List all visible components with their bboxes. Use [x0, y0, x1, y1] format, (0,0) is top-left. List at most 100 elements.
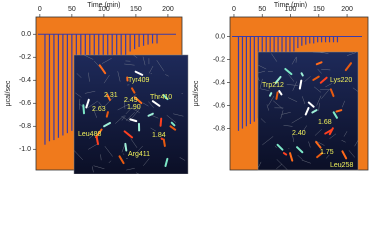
protein-wire — [257, 70, 266, 74]
protein-wire — [316, 95, 322, 106]
protein-wire — [266, 104, 269, 111]
x-tick-label: 200 — [162, 6, 174, 13]
x-tick-label: 200 — [341, 6, 353, 13]
injection-peak — [138, 34, 140, 47]
protein-wire — [148, 101, 155, 108]
ligand-stick — [151, 100, 161, 107]
ligand-stick — [170, 121, 176, 127]
ligand-stick — [307, 101, 315, 108]
protein-wire — [292, 81, 298, 91]
protein-wire — [104, 146, 113, 157]
injection-peak — [332, 36, 335, 43]
y-tick-label: 0.0 — [215, 33, 225, 40]
figure: 0 50 100 150 200 0.0 -0.2 -0.4 -0.6 -0.8 -1.0 Time … — [5, 2, 369, 174]
protein-wire — [313, 86, 322, 93]
ligand-stick — [274, 75, 282, 84]
protein-wire — [135, 145, 143, 155]
structure-label: 1.90 — [127, 104, 141, 111]
injection-peak — [317, 36, 319, 43]
y-tick-label: -1.0 — [19, 146, 31, 153]
injection-peak — [57, 34, 60, 138]
injection-peak — [328, 36, 331, 43]
ligand-stick — [105, 111, 109, 118]
protein-wire — [115, 115, 125, 124]
x-tick-label: 100 — [98, 6, 110, 13]
ligand-stick — [311, 109, 318, 114]
injection-peak — [321, 36, 323, 43]
ligand-stick — [328, 127, 334, 136]
protein-wire — [75, 92, 82, 98]
protein-wire — [281, 111, 291, 115]
ligand-stick — [316, 152, 324, 159]
injection-peak — [324, 36, 327, 43]
injection-peak — [289, 36, 291, 57]
protein-wire — [297, 154, 303, 160]
injection-peak — [297, 36, 299, 49]
protein-wire — [88, 143, 98, 150]
ligand-stick — [278, 90, 283, 96]
injection-peak — [313, 36, 315, 44]
protein-wire — [318, 102, 320, 111]
structure-label: 2.31 — [104, 92, 118, 99]
y-tick-label: -0.2 — [213, 56, 225, 63]
protein-wire — [125, 157, 129, 160]
protein-wire — [288, 97, 298, 103]
protein-wire — [308, 141, 311, 148]
protein-wire — [258, 64, 267, 70]
protein-wire — [91, 166, 94, 173]
protein-wire — [156, 60, 165, 72]
y-axis-label: μcal/sec — [5, 80, 12, 106]
protein-wire — [122, 153, 125, 155]
injection-peak — [156, 34, 158, 44]
structure-label: 2.40 — [292, 130, 306, 137]
injection-peak — [116, 34, 118, 66]
protein-wire — [83, 54, 94, 60]
protein-wire — [100, 154, 102, 161]
protein-wire — [325, 83, 333, 88]
x-tick-label: 0 — [38, 6, 42, 13]
protein-wire — [125, 111, 135, 122]
protein-wire — [340, 161, 347, 169]
ligand-stick — [300, 72, 304, 77]
protein-wire — [271, 53, 278, 62]
injection-peak — [66, 34, 68, 134]
protein-wire — [300, 125, 307, 135]
protein-wire — [124, 63, 135, 66]
ligand-stick — [329, 88, 335, 98]
protein-wire — [173, 113, 184, 117]
protein-wire — [257, 77, 260, 82]
structure-inset: Trp212 Lys220 2.40 1.68 1.75 Leu258 — [257, 51, 359, 171]
protein-wire — [93, 165, 105, 170]
protein-wire — [291, 57, 297, 65]
protein-wire — [84, 90, 96, 94]
ligand-stick — [95, 135, 100, 146]
protein-wire — [166, 115, 177, 123]
protein-wire — [98, 101, 103, 108]
ligand-stick — [298, 79, 303, 90]
ligand-stick — [315, 61, 323, 66]
structure-inset: Tyr409 Thr410 2.31 2.491.90 2.63 1.84 Leu488 Ar… — [73, 54, 189, 174]
injection-peak — [134, 34, 136, 50]
protein-wire — [78, 98, 81, 110]
ligand-stick — [85, 98, 90, 109]
structure-label: Leu258 — [330, 162, 353, 169]
injection-peak — [142, 34, 145, 46]
ligand-stick — [332, 111, 338, 119]
injection-peak — [241, 36, 244, 129]
x-tick-label: 50 — [258, 6, 266, 13]
structure-label: 2.49 — [124, 97, 138, 104]
structure-label: 1.75 — [320, 149, 334, 156]
structure-label: Leu488 — [78, 131, 101, 138]
ligand-stick — [162, 138, 166, 147]
protein-wire — [262, 136, 274, 146]
injection-peak — [245, 36, 248, 127]
protein-wire — [321, 69, 331, 71]
ligand-stick — [341, 150, 348, 160]
protein-wire — [136, 103, 142, 111]
ligand-stick — [98, 64, 107, 75]
ligand-stick — [82, 104, 86, 115]
protein-wire — [304, 76, 311, 82]
protein-wire — [126, 167, 135, 171]
injection-peak — [125, 34, 127, 55]
protein-wire — [103, 74, 110, 84]
